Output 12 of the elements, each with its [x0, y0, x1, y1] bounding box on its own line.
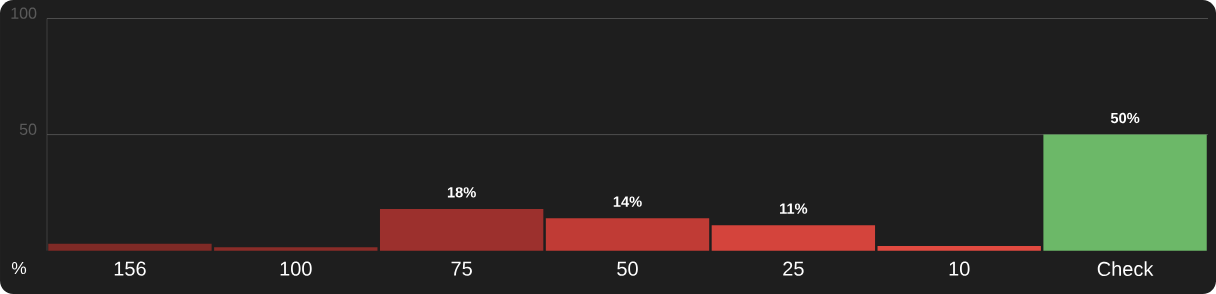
x-tick-label: 100	[280, 261, 312, 276]
x-tick-label: Check	[1097, 261, 1154, 277]
x-tick-label: 156	[114, 261, 146, 276]
data-label: 50%	[1110, 112, 1140, 124]
data-label: 14%	[613, 196, 642, 207]
data-label: 18%	[447, 187, 476, 198]
y-axis-title: %	[11, 261, 27, 275]
data-label: 11%	[780, 203, 808, 214]
x-tick-label: 75	[451, 261, 472, 276]
x-tick-label: 10	[949, 261, 970, 276]
x-tick-label: 50	[617, 261, 638, 276]
x-tick-label: 25	[783, 261, 804, 276]
